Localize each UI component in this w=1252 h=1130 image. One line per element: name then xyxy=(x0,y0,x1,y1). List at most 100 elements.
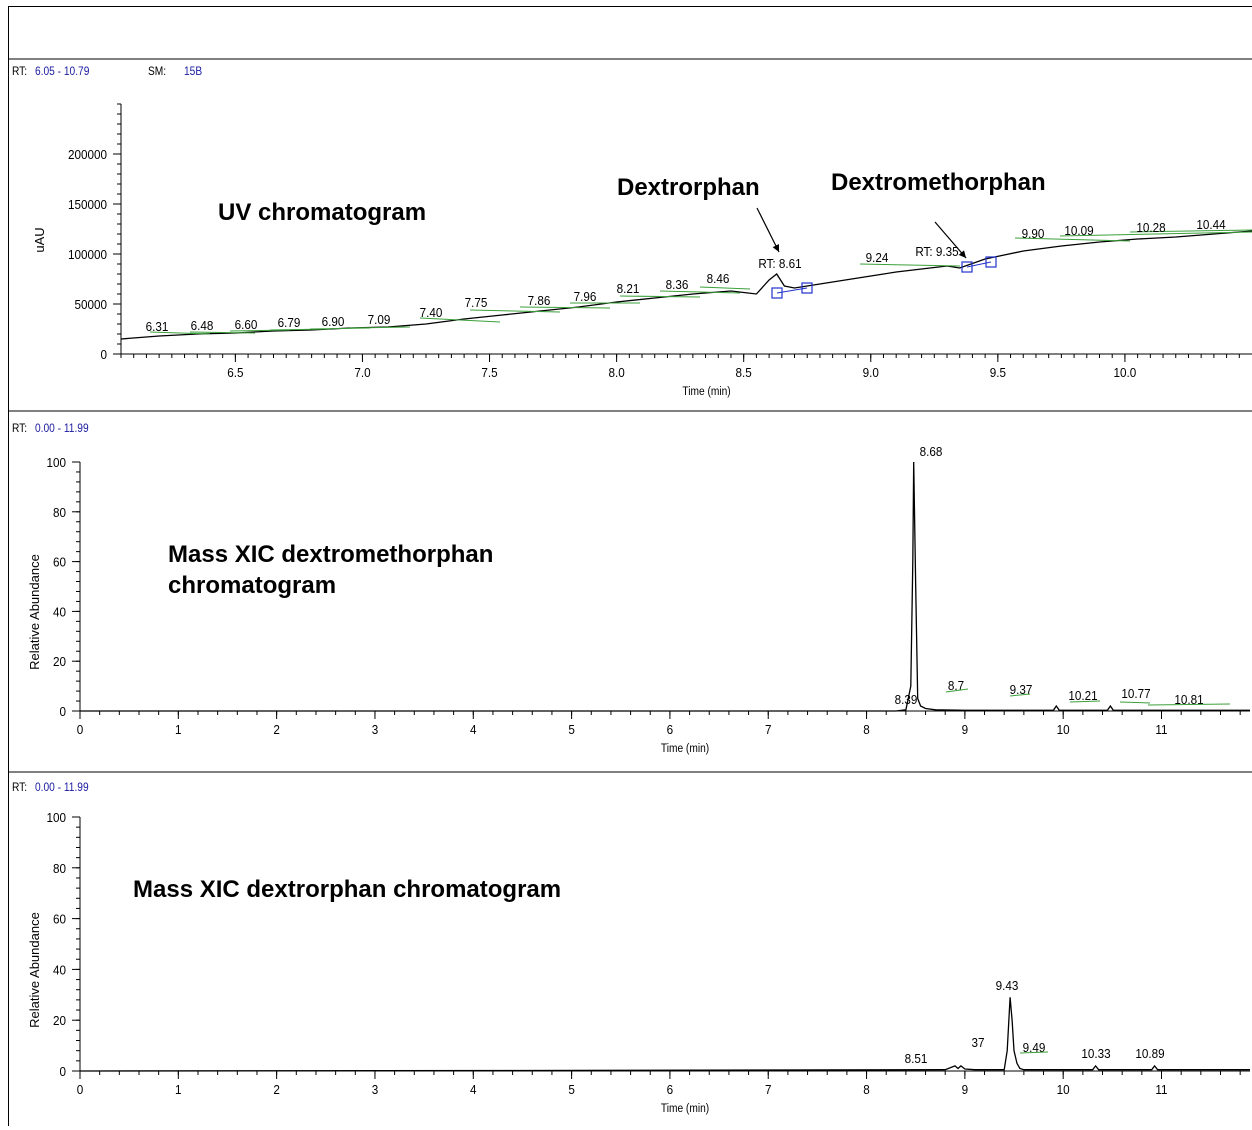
peak-label: 6.31 xyxy=(146,319,169,334)
x-tick-label: 9.0 xyxy=(863,365,879,380)
peak-label: 10.09 xyxy=(1064,223,1093,238)
peak-label: 7.86 xyxy=(528,293,551,308)
peak-label: 8.51 xyxy=(905,1051,928,1066)
x-tick-label: 5 xyxy=(568,1082,575,1097)
baseline-segment xyxy=(619,295,701,298)
y-tick-label: 100 xyxy=(46,455,66,470)
rt-peak-label: RT: 8.61 xyxy=(758,256,801,271)
y-tick-label: 60 xyxy=(53,912,66,927)
rt-range-label: RT: xyxy=(12,781,27,794)
peak-label: 9.43 xyxy=(996,978,1019,993)
chromatogram-trace xyxy=(79,997,1250,1072)
integration-baseline xyxy=(776,287,808,294)
peak-label: 7.96 xyxy=(574,289,597,304)
x-tick-label: 1 xyxy=(175,1082,182,1097)
peak-label: 8.7 xyxy=(948,678,964,693)
x-tick-label: 8 xyxy=(863,722,870,737)
peak-label: 10.89 xyxy=(1135,1046,1164,1061)
x-tick-label: 0 xyxy=(77,1082,84,1097)
peak-label: 8.68 xyxy=(920,444,943,459)
integration-marker xyxy=(801,282,813,294)
peak-label: 6.90 xyxy=(322,314,345,329)
baseline-segment xyxy=(945,688,969,693)
rt-range-label: RT: xyxy=(12,65,27,78)
x-tick-label: 7.0 xyxy=(354,365,370,380)
smoothing-value: 15B xyxy=(184,65,202,78)
peak-label: 7.40 xyxy=(420,305,443,320)
chromatogram-trace xyxy=(80,461,1250,712)
baseline-segment xyxy=(699,286,751,290)
y-tick-label: 80 xyxy=(53,861,66,876)
baseline-segment xyxy=(1147,703,1231,706)
x-tick-label: 8 xyxy=(863,1082,870,1097)
baseline-segment xyxy=(419,317,501,323)
y-tick-label: 200000 xyxy=(68,147,107,162)
y-tick-label: 0 xyxy=(100,347,107,362)
peak-label: 7.75 xyxy=(465,295,488,310)
x-axis-label: Time (min) xyxy=(661,742,710,755)
baseline-segment xyxy=(349,326,411,329)
x-tick-label: 9 xyxy=(962,722,969,737)
y-tick-label: 20 xyxy=(53,655,66,670)
peak-label: 9.49 xyxy=(1023,1040,1046,1055)
dextrorphan-annotation: Dextrorphan xyxy=(617,174,760,201)
x-tick-label: 7 xyxy=(765,722,772,737)
y-tick-label: 0 xyxy=(59,704,66,719)
rt-range-label: RT: xyxy=(12,422,27,435)
peak-label: 10.81 xyxy=(1174,692,1203,707)
peak-label: 7.09 xyxy=(368,312,391,327)
x-tick-label: 6.5 xyxy=(227,365,243,380)
peak-label: 8.21 xyxy=(617,281,640,296)
baseline-segment xyxy=(519,306,611,309)
baseline-segment xyxy=(1009,693,1031,697)
baseline-segment xyxy=(1069,700,1101,703)
baseline-segment xyxy=(189,331,256,334)
y-tick-label: 100 xyxy=(46,810,66,825)
y-tick-label: 50000 xyxy=(74,297,107,312)
x-tick-label: 10 xyxy=(1057,722,1070,737)
x-tick-label: 11 xyxy=(1155,1082,1167,1097)
x-tick-label: 11 xyxy=(1155,722,1167,737)
y-tick-label: 40 xyxy=(53,963,66,978)
baseline-segment xyxy=(659,290,741,294)
x-tick-label: 7 xyxy=(765,1082,772,1097)
peak-label: 37 xyxy=(971,1035,984,1050)
y-tick-label: 80 xyxy=(53,505,66,520)
y-tick-label: 0 xyxy=(59,1064,66,1079)
peak-label: 8.39 xyxy=(895,692,918,707)
x-tick-label: 10 xyxy=(1057,1082,1070,1097)
y-tick-label: 150000 xyxy=(68,197,107,212)
peak-label: 10.28 xyxy=(1136,220,1165,235)
rt-range-value: 0.00 - 11.99 xyxy=(35,781,89,794)
x-tick-label: 4 xyxy=(470,1082,477,1097)
x-tick-label: 2 xyxy=(273,722,280,737)
integration-marker xyxy=(985,256,997,268)
y-tick-label: 100000 xyxy=(68,247,107,262)
x-tick-label: 2 xyxy=(273,1082,280,1097)
x-tick-label: 1 xyxy=(175,722,182,737)
rt-range-value: 0.00 - 11.99 xyxy=(35,422,89,435)
x-tick-label: 6 xyxy=(667,722,674,737)
peak-label: 10.33 xyxy=(1081,1046,1110,1061)
x-axis-label: Time (min) xyxy=(682,385,731,398)
x-axis-label: Time (min) xyxy=(661,1102,710,1115)
x-tick-label: 10.0 xyxy=(1114,365,1137,380)
y-axis-label: Relative Abundance xyxy=(27,554,42,670)
peak-label: 9.24 xyxy=(866,250,889,265)
x-tick-label: 9.5 xyxy=(990,365,1006,380)
baseline-segment xyxy=(1129,229,1252,233)
x-tick-label: 9 xyxy=(962,1082,969,1097)
x-tick-label: 6 xyxy=(667,1082,674,1097)
rt-range-value: 6.05 - 10.79 xyxy=(35,65,89,78)
dextromethorphan-arrow xyxy=(934,221,967,259)
dextromethorphan-annotation: Dextromethorphan xyxy=(831,169,1046,196)
peak-label: 6.48 xyxy=(191,318,214,333)
x-tick-label: 0 xyxy=(77,722,84,737)
xic-dextromethorphan-title: Mass XIC dextromethorphan chromatogram xyxy=(168,541,493,599)
peak-label: 8.46 xyxy=(707,271,730,286)
y-axis-label: Relative Abundance xyxy=(27,912,42,1028)
chromatogram-frame xyxy=(8,6,1252,1126)
peak-label: 10.21 xyxy=(1068,688,1097,703)
peak-label: 10.44 xyxy=(1196,217,1225,232)
